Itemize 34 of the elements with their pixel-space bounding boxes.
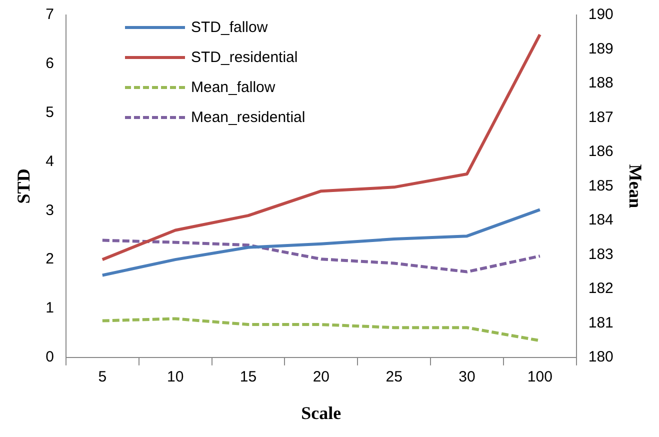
y2-tick-label: 190 [588,6,614,24]
x-tick-label: 20 [312,368,330,386]
y2-axis-title: Mean [626,164,646,208]
y2-tick-label: 185 [588,177,614,194]
y-tick-label: 2 [46,250,54,268]
x-axis-title: Scale [301,402,342,423]
x-tick-label: 5 [98,368,107,386]
y-tick-label: 6 [46,55,54,72]
x-tick-label: 100 [527,368,552,386]
x-tick-label: 30 [458,368,476,386]
legend-label: Mean_fallow [191,78,276,96]
y2-tick-label: 184 [588,212,614,229]
legend-label: Mean_residential [191,108,306,126]
y2-tick-label: 180 [588,348,614,366]
y-tick-label: 3 [46,202,54,219]
line-series [100,238,542,274]
legend-label: STD_residential [191,48,298,66]
y-axis-title: STD [13,168,34,204]
y-tick-label: 5 [46,104,54,121]
y2-tick-label: 188 [588,74,614,92]
y-tick-label: 7 [46,6,54,24]
y2-tick-label: 183 [588,246,614,263]
y2-tick-label: 187 [588,108,614,126]
y2-tick-label: 186 [588,143,614,160]
y2-tick-label: 182 [588,280,614,298]
y-tick-label: 4 [46,152,54,170]
x-tick-label: 25 [386,368,402,386]
y2-tick-label: 189 [588,40,614,58]
y-tick-label: 0 [46,348,54,366]
x-tick-label: 15 [240,368,257,386]
y-tick-label: 1 [46,300,54,317]
x-tick-label: 10 [166,368,184,386]
legend-label: STD_fallow [191,18,268,36]
y2-tick-label: 181 [588,314,614,332]
